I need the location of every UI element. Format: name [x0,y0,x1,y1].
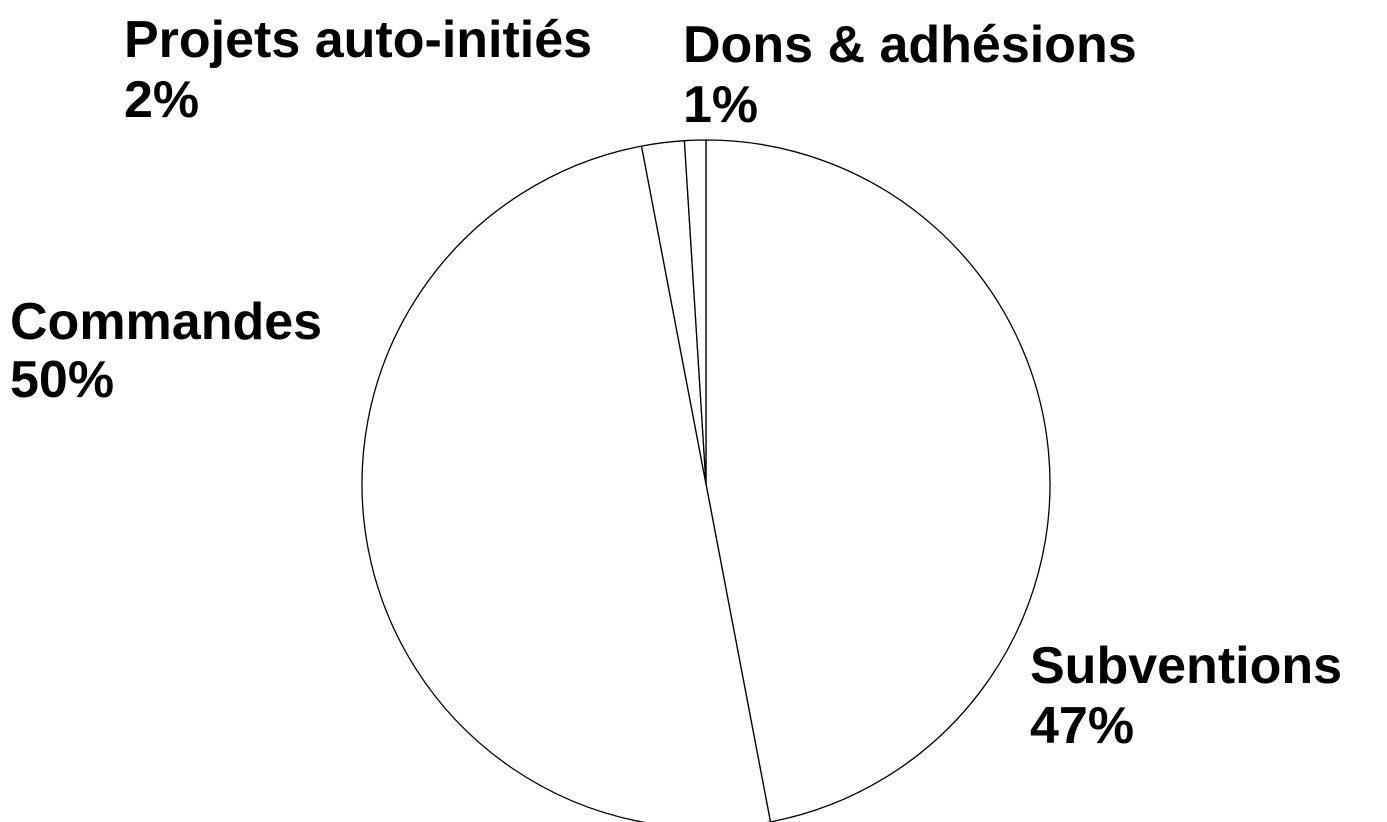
pie-slices [361,139,1051,822]
slice-dons-adhesions [683,139,707,485]
slice-commandes [361,145,772,822]
label-projets-name: Projets auto-initiés [124,11,592,69]
label-subventions-name: Subventions [1030,637,1342,695]
label-dons-name: Dons & adhésions [683,16,1137,74]
label-commandes-name: Commandes [10,293,322,351]
label-subventions-value: 47% [1030,697,1134,755]
label-dons-value: 1% [683,76,758,134]
slice-subventions [705,139,1051,822]
label-commandes-value: 50% [10,351,114,409]
pie-labels: Subventions 47% Commandes 50% Projets au… [10,11,1342,755]
label-projets-value: 2% [124,71,199,129]
